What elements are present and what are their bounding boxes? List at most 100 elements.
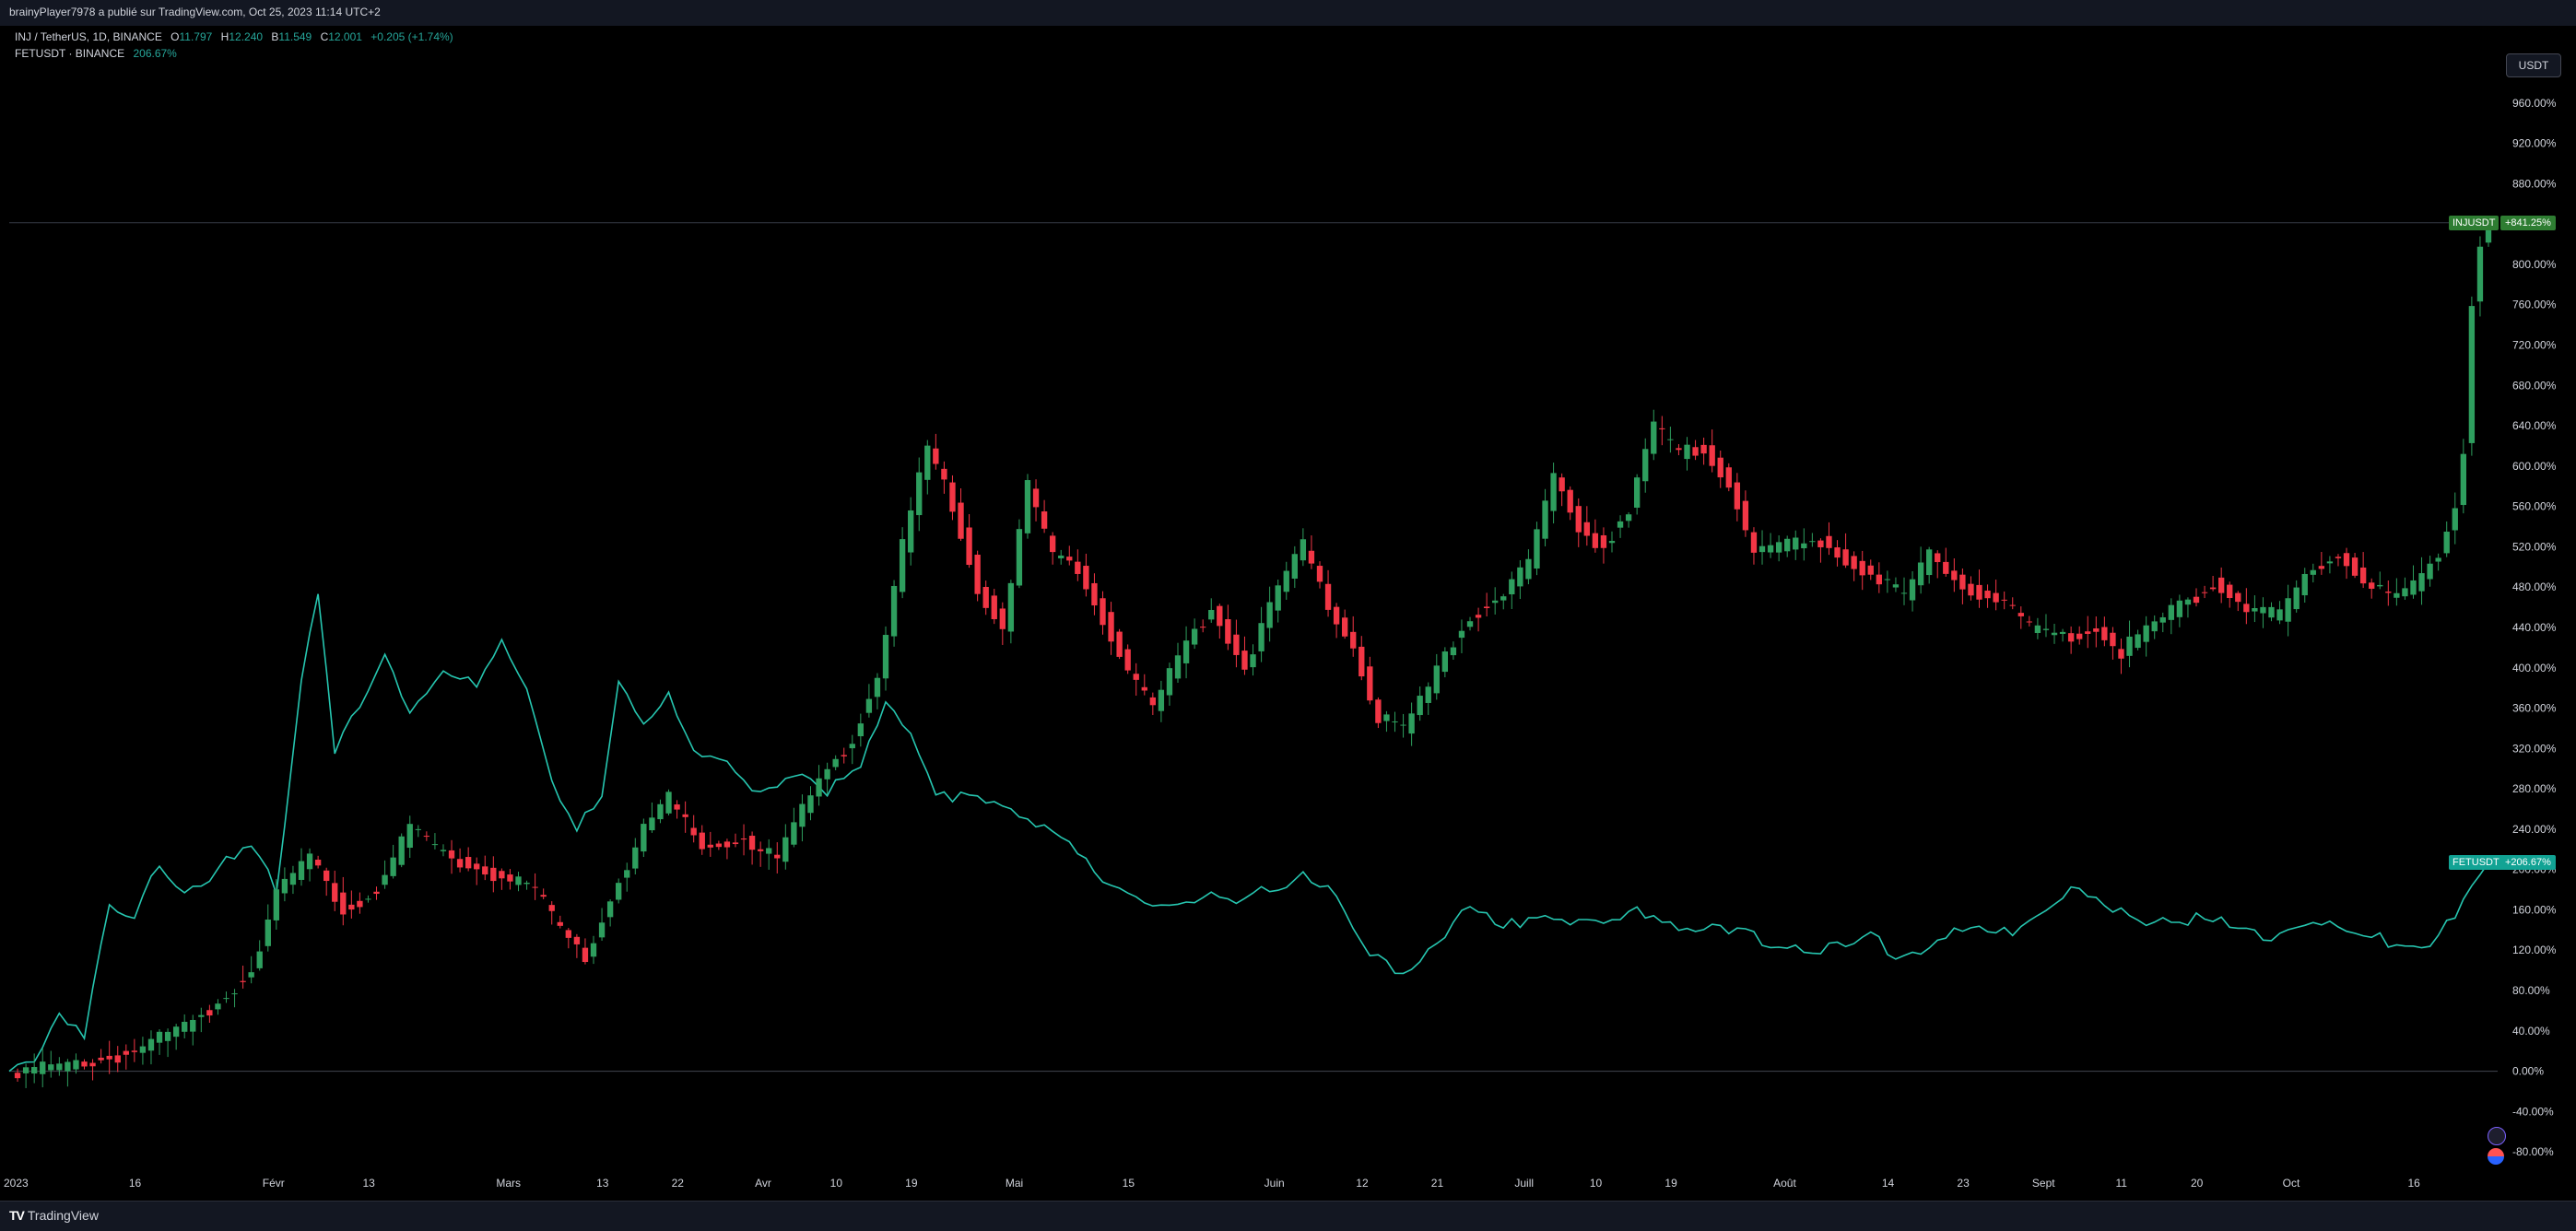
inj-candle: [1124, 649, 1131, 671]
x-tick-label: Août: [1773, 1177, 1796, 1190]
inj-candle: [139, 1046, 147, 1053]
inj-candle: [289, 873, 297, 885]
inj-candle: [1341, 617, 1348, 637]
x-tick-label: Févr: [263, 1177, 285, 1190]
x-tick-label: 15: [1123, 1177, 1135, 1190]
x-tick-label: 2023: [4, 1177, 29, 1190]
x-tick-label: Avr: [755, 1177, 771, 1190]
inj-candle: [406, 824, 413, 849]
inj-candle: [2126, 636, 2133, 656]
inj-candle: [1400, 724, 1406, 726]
inj-candle: [2452, 508, 2458, 531]
inj-candle: [707, 844, 713, 848]
inj-candle: [890, 585, 898, 637]
legend-inj[interactable]: INJ / TetherUS, 1D, BINANCE O11.797 H12.…: [15, 30, 453, 43]
x-tick-label: Sept: [2032, 1177, 2055, 1190]
inj-candle: [1425, 686, 1431, 703]
inj-candle: [1275, 585, 1281, 611]
legend-fet[interactable]: FETUSDT · BINANCE 206.67%: [15, 47, 177, 60]
bottom-bar: TV TradingView: [0, 1201, 2576, 1231]
inj-candle: [81, 1061, 88, 1067]
inj-candle: [1867, 565, 1874, 575]
inj-candle: [766, 848, 772, 854]
inj-candle: [1684, 444, 1690, 460]
inj-candle: [256, 951, 263, 968]
inj-candle: [2059, 631, 2066, 634]
inj-candle: [56, 1063, 63, 1071]
x-tick-label: 16: [2407, 1177, 2420, 1190]
inj-candle: [89, 1062, 96, 1067]
inj-candle: [1542, 500, 1548, 539]
inj-candle: [1208, 609, 1215, 620]
top-bar: brainyPlayer7978 a publié sur TradingVie…: [0, 0, 2576, 27]
inj-candle: [573, 936, 581, 944]
inj-candle: [1583, 522, 1590, 536]
inj-candle: [348, 904, 355, 910]
inj-price-tag: +841.25%: [2500, 215, 2556, 230]
x-tick-label: 10: [830, 1177, 843, 1190]
inj-candle: [715, 843, 723, 848]
x-tick-label: 20: [2191, 1177, 2204, 1190]
inj-candle: [114, 1055, 121, 1063]
inj-candle: [966, 527, 972, 566]
inj-candle: [2418, 573, 2425, 592]
inj-candle: [223, 998, 229, 1000]
inj-candle: [14, 1073, 21, 1079]
inj-candle: [2276, 609, 2283, 621]
inj-candle: [532, 886, 538, 888]
tradingview-brand[interactable]: TV TradingView: [9, 1208, 99, 1223]
inj-candle: [1826, 535, 1832, 548]
inj-candle: [1441, 651, 1449, 673]
inj-candle: [123, 1050, 129, 1055]
inj-candle: [2184, 599, 2192, 605]
inj-candle: [1917, 562, 1924, 586]
inj-candle: [2034, 625, 2041, 634]
inj-candle: [147, 1038, 155, 1051]
inj-candle: [1316, 566, 1323, 582]
inj-candle: [816, 778, 822, 797]
flag-badge-icon[interactable]: [2488, 1148, 2504, 1165]
inj-candle: [1617, 521, 1624, 528]
inj-candle: [1659, 428, 1665, 429]
inj-candle: [674, 804, 680, 810]
currency-unit-button[interactable]: USDT: [2506, 53, 2561, 77]
inj-candle: [1007, 582, 1015, 632]
inj-candle: [2201, 592, 2208, 593]
inj-candle: [1625, 514, 1632, 522]
inj-candle: [1793, 537, 1799, 550]
x-tick-label: Mars: [496, 1177, 521, 1190]
legend-low: 11.549: [278, 30, 312, 43]
inj-candle: [431, 844, 439, 846]
inj-candle: [1166, 668, 1173, 696]
chart-svg[interactable]: 960.00% 920.00% 880.00% 800.00% 760.00% 720.0…: [0, 26, 2576, 1201]
inj-candle: [616, 883, 622, 900]
inj-candle: [65, 1061, 71, 1072]
inj-candle: [131, 1050, 138, 1052]
inj-candle: [1633, 477, 1641, 508]
chart-pane[interactable]: 960.00% 920.00% 880.00% 800.00% 760.00% 720.0…: [0, 26, 2576, 1201]
inj-candle: [791, 822, 797, 845]
y-tick-label: 720.00%: [2512, 338, 2557, 351]
inj-candle: [248, 972, 254, 978]
inj-candle: [332, 883, 338, 902]
inj-candle: [2118, 649, 2124, 659]
inj-candle: [1700, 444, 1707, 454]
inj-candle: [2168, 604, 2174, 620]
inj-candle: [624, 870, 630, 878]
inj-candle: [1324, 583, 1332, 610]
y-tick-label: -40.00%: [2512, 1105, 2554, 1118]
inj-candle: [1024, 480, 1031, 533]
inj-candle: [2076, 633, 2083, 639]
indicator-badge-icon[interactable]: [2488, 1127, 2506, 1145]
inj-candle: [2101, 627, 2108, 640]
inj-candle: [523, 883, 530, 885]
inj-candle: [1725, 467, 1732, 488]
inj-candle: [1308, 550, 1315, 564]
inj-candle: [507, 874, 513, 882]
inj-candle: [1225, 619, 1231, 644]
inj-candle: [1091, 582, 1098, 606]
inj-candle: [649, 817, 655, 831]
inj-candle: [1116, 631, 1123, 657]
inj-candle: [582, 947, 589, 963]
inj-candle: [1492, 600, 1499, 604]
